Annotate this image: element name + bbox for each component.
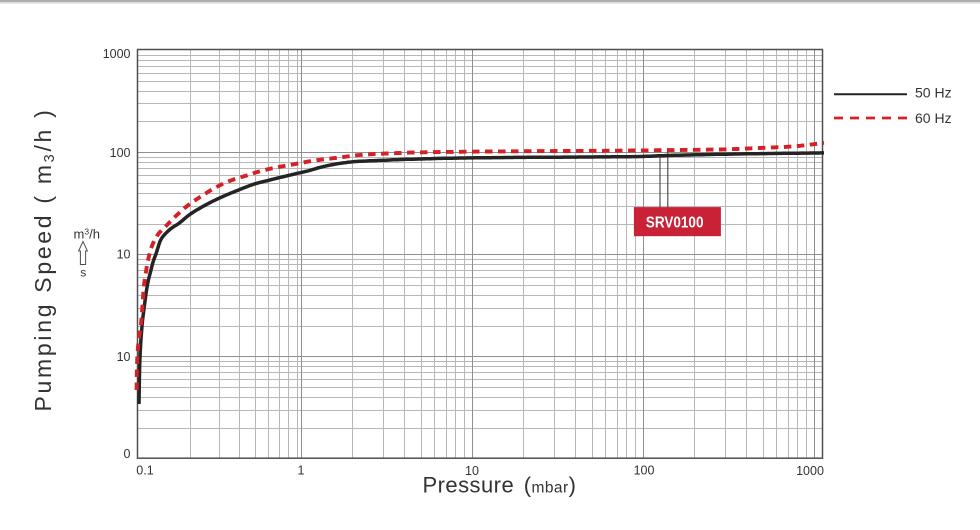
svg-text:s: s — [80, 266, 86, 280]
svg-text:m3/h: m3/h — [74, 227, 100, 242]
svg-text:0.1: 0.1 — [136, 463, 153, 477]
svg-text:10: 10 — [117, 350, 131, 364]
svg-text:10: 10 — [465, 464, 479, 478]
svg-text:60 Hz: 60 Hz — [915, 110, 952, 126]
svg-text:0: 0 — [124, 447, 131, 461]
svg-text:SRV0100: SRV0100 — [646, 215, 704, 232]
svg-text:50 Hz: 50 Hz — [915, 84, 952, 100]
svg-text:10: 10 — [117, 248, 131, 262]
svg-text:100: 100 — [110, 146, 131, 160]
svg-text:100: 100 — [634, 463, 655, 477]
svg-text:1000: 1000 — [103, 47, 131, 61]
svg-text:1000: 1000 — [796, 464, 824, 478]
svg-text:1: 1 — [298, 463, 305, 477]
